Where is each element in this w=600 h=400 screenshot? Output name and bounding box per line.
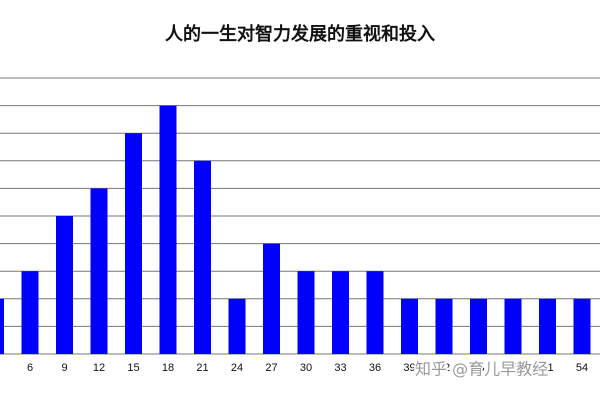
bar xyxy=(21,271,39,354)
x-tick-label: 36 xyxy=(369,362,381,374)
x-tick-label: 24 xyxy=(231,362,243,374)
x-labels: 369121518212427303336394245485154 xyxy=(27,362,588,374)
bar xyxy=(573,298,591,354)
bar xyxy=(297,271,315,354)
bar xyxy=(539,298,556,354)
bar xyxy=(159,105,177,354)
bar xyxy=(0,298,4,354)
x-tick-label: 15 xyxy=(127,362,139,374)
x-tick-label: 45 xyxy=(472,362,484,374)
bar xyxy=(228,298,246,354)
x-tick-label: 9 xyxy=(61,362,67,374)
bar xyxy=(332,271,349,354)
bar xyxy=(90,188,108,354)
bar xyxy=(263,243,280,354)
bar xyxy=(470,298,487,354)
x-tick-label: 21 xyxy=(196,362,208,374)
bar xyxy=(504,298,522,354)
x-tick-label: 54 xyxy=(576,362,588,374)
bar xyxy=(435,298,453,354)
x-tick-label: 18 xyxy=(162,362,174,374)
x-tick-label: 48 xyxy=(507,362,519,374)
bar xyxy=(56,216,73,354)
chart-title: 人的一生对智力发展的重视和投入 xyxy=(165,23,435,44)
x-tick-label: 33 xyxy=(334,362,346,374)
x-tick-label: 12 xyxy=(93,362,105,374)
x-tick-label: 39 xyxy=(403,362,415,374)
bar xyxy=(401,298,418,354)
x-tick-label: 6 xyxy=(27,362,33,374)
x-tick-label: 51 xyxy=(541,362,553,374)
watermark: 知乎 @育儿早教经 xyxy=(415,360,548,379)
bar xyxy=(194,160,211,354)
bars xyxy=(0,105,591,354)
bar xyxy=(366,271,384,354)
x-tick-label: 42 xyxy=(438,362,450,374)
x-tick-label: 27 xyxy=(265,362,277,374)
x-tick-label: 30 xyxy=(300,362,312,374)
bar xyxy=(125,133,142,354)
